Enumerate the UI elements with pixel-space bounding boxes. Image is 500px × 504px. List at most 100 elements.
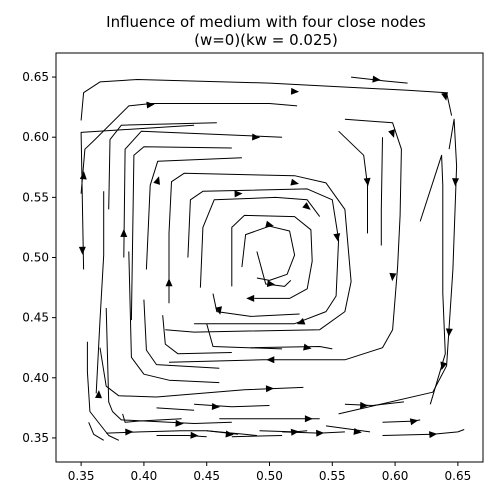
flow-arrow-1-1 (441, 92, 448, 101)
flow-arrow-38-0 (353, 427, 362, 435)
streamlines-layer (80, 76, 465, 441)
streamline-42 (156, 435, 207, 438)
streamline-23 (162, 315, 232, 355)
flow-arrow-5-1 (389, 272, 397, 282)
flow-arrow-4-0 (452, 178, 460, 187)
flow-arrow-14-0 (165, 278, 173, 287)
x-tick-label-6: 0.65 (445, 469, 472, 483)
flow-arrow-1-0 (290, 87, 300, 95)
y-tick-label-0: 0.35 (22, 431, 49, 445)
streamline-29 (105, 307, 232, 424)
flow-arrow-40-0 (225, 430, 234, 438)
streamline-25 (128, 251, 220, 384)
streamline-43 (231, 435, 283, 438)
flow-arrow-3-0 (372, 75, 381, 83)
flow-arrow-13-0 (153, 176, 160, 185)
flow-arrow-15-1 (296, 317, 306, 325)
flow-arrow-39-0 (290, 428, 300, 436)
streamline-11 (95, 191, 105, 394)
x-tick-label-5: 0.60 (382, 469, 409, 483)
streamline-39 (259, 430, 308, 433)
flow-arrow-2-0 (79, 171, 87, 180)
flow-arrow-14-1 (290, 178, 299, 186)
flow-arrow-17-1 (246, 294, 255, 302)
x-tick-label-3: 0.50 (256, 469, 283, 483)
streamline-15 (187, 188, 340, 325)
streamline-17 (231, 214, 313, 299)
streamline-16 (199, 196, 321, 288)
x-tick-label-4: 0.55 (319, 469, 346, 483)
streamline-19 (256, 251, 292, 287)
flow-arrow-24-0 (265, 385, 274, 393)
flow-arrow-34-0 (316, 429, 325, 437)
streamline-9 (123, 130, 283, 258)
x-tick-label-0: 0.35 (68, 469, 95, 483)
flow-arrow-35-0 (360, 401, 369, 409)
streamline-41 (106, 430, 207, 434)
flow-arrow-7-0 (363, 177, 371, 187)
streamline-28 (88, 422, 104, 441)
x-tick-label-1: 0.40 (131, 469, 158, 483)
flow-arrow-11-0 (95, 390, 103, 399)
arrows-layer (78, 75, 460, 439)
flow-arrow-5-2 (266, 356, 275, 364)
flow-arrow-20-0 (215, 306, 223, 315)
y-tick-label-1: 0.40 (22, 371, 49, 385)
flow-arrow-5-0 (388, 129, 395, 138)
streamline-31 (194, 403, 270, 408)
flow-arrow-15-0 (333, 233, 341, 242)
flow-arrow-9-1 (252, 133, 261, 141)
streamline-6 (419, 154, 446, 405)
streamline-32 (156, 407, 195, 411)
streamline-21 (250, 346, 333, 350)
y-tick-label-3: 0.50 (22, 251, 49, 265)
streamline-1 (80, 79, 453, 121)
flow-arrow-37-0 (428, 431, 438, 439)
flow-arrow-21-0 (303, 343, 312, 351)
streamline-44 (206, 430, 239, 435)
chart-subtitle: (w=0)(kw = 0.025) (194, 31, 338, 49)
flow-arrow-9-0 (120, 228, 128, 237)
streamline-3 (351, 76, 408, 84)
flow-arrow-2-1 (146, 101, 155, 109)
flow-arrow-4-1 (445, 328, 453, 337)
flow-arrow-36-0 (409, 418, 419, 426)
y-tick-label-2: 0.45 (22, 311, 49, 325)
streamline-10 (108, 122, 217, 210)
chart-title: Influence of medium with four close node… (106, 13, 426, 31)
y-tick-label-5: 0.60 (22, 130, 49, 144)
streamline-2 (80, 103, 298, 194)
streamline-26 (143, 299, 220, 369)
y-tick-label-4: 0.55 (22, 190, 49, 204)
x-axis: 0.35 0.40 0.45 0.50 0.55 0.60 0.65 (68, 462, 471, 483)
flow-arrow-42-0 (190, 431, 199, 439)
streamline-27 (86, 341, 120, 441)
x-tick-label-2: 0.45 (193, 469, 220, 483)
streamline-12 (130, 146, 232, 321)
streamline-18 (241, 225, 296, 281)
flow-arrow-33-0 (304, 415, 313, 423)
streamline-13 (145, 157, 242, 270)
flow-arrow-41-0 (125, 428, 134, 436)
streamline-35 (344, 401, 404, 406)
streamline-24 (99, 347, 304, 398)
streamline-14 (165, 172, 352, 333)
streamline-37 (382, 429, 465, 436)
streamline-5 (168, 118, 402, 363)
y-tick-label-6: 0.65 (22, 70, 49, 84)
streamline-20 (212, 293, 300, 317)
flow-arrow-16-0 (234, 190, 243, 198)
flow-arrow-29-0 (175, 419, 184, 427)
streamline-30 (122, 413, 182, 423)
streamline-38 (325, 425, 371, 433)
flow-arrow-31-0 (211, 402, 220, 410)
streamline-7 (338, 130, 368, 234)
flow-arrow-6-0 (440, 361, 448, 371)
streamline-0 (80, 124, 195, 270)
flow-arrow-19-0 (266, 280, 276, 288)
flow-arrow-17-0 (302, 202, 311, 210)
streamline-8 (380, 137, 383, 246)
y-axis: 0.35 0.40 0.45 0.50 0.55 0.60 0.65 (22, 70, 56, 445)
